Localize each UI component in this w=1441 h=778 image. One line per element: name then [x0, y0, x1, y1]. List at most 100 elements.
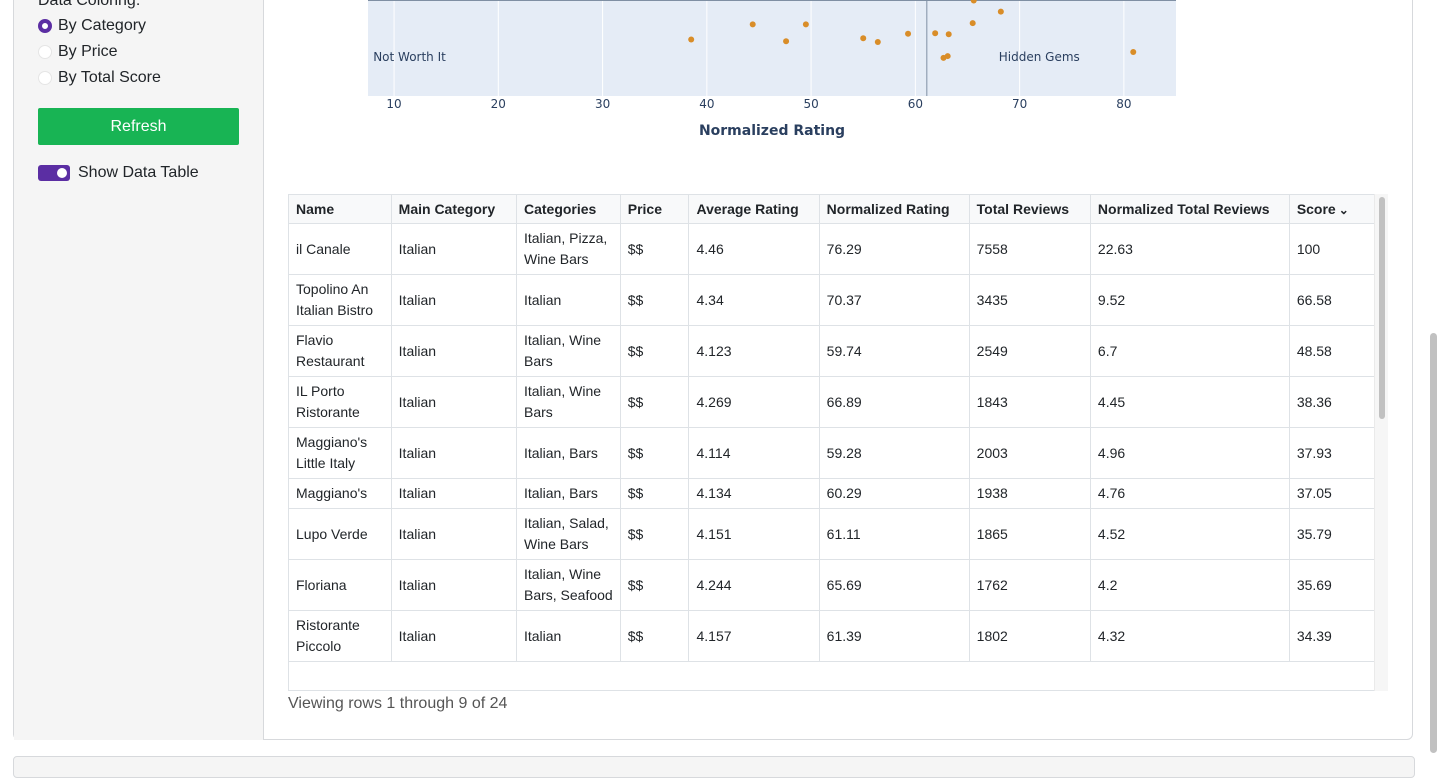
table-cell: $$: [620, 559, 690, 611]
table-cell: 100: [1289, 223, 1377, 275]
x-tick-label: 10: [386, 97, 401, 111]
column-header[interactable]: Main Category: [391, 195, 517, 224]
radio-unchecked-icon[interactable]: [38, 71, 52, 85]
data-point[interactable]: [970, 0, 977, 4]
x-tick-label: 70: [1012, 97, 1027, 111]
table-cell: il Canale: [289, 223, 392, 275]
table-cell: 1938: [969, 478, 1091, 509]
column-header[interactable]: Name: [289, 195, 392, 224]
table-row[interactable]: Maggiano's Italian Italian, Bars $$ 4.134 60.…: [289, 478, 1377, 509]
table-cell: Maggiano's Little Italy: [289, 427, 392, 479]
coloring-label: Data Coloring:: [38, 0, 141, 9]
table-row[interactable]: Ristorante Piccolo Italian Italian $$ 4.157 6…: [289, 610, 1377, 662]
table-cell: 37.93: [1289, 427, 1377, 479]
table-cell: $$: [620, 376, 690, 428]
table-cell: 38.36: [1289, 376, 1377, 428]
data-point[interactable]: [802, 21, 809, 28]
table-cell: Floriana: [289, 559, 392, 611]
table-row[interactable]: il Canale Italian Italian, Pizza, Wine Bar…: [289, 223, 1377, 275]
table-cell: $$: [620, 325, 690, 377]
table-cell: Italian, Wine Bars, Seafood: [516, 559, 621, 611]
table-cell: 4.123: [688, 325, 820, 377]
page-scrollbar-thumb[interactable]: [1430, 333, 1437, 753]
table-cell: IL Porto Ristorante: [289, 376, 392, 428]
data-point[interactable]: [905, 30, 912, 37]
table-cell: 61.11: [819, 508, 970, 560]
table-cell: $$: [620, 478, 690, 509]
data-point[interactable]: [969, 20, 976, 27]
table-cell: $$: [620, 427, 690, 479]
data-point[interactable]: [874, 39, 881, 45]
table-cell: Italian, Wine Bars: [516, 376, 621, 428]
column-header[interactable]: Normalized Total Reviews: [1090, 195, 1290, 224]
table-row[interactable]: Topolino An Italian Bistro Italian Italian…: [289, 274, 1377, 326]
data-point[interactable]: [749, 21, 756, 28]
refresh-button[interactable]: Refresh: [38, 108, 239, 145]
table-row[interactable]: Floriana Italian Italian, Wine Bars, Seafo…: [289, 559, 1377, 611]
table-cell: 22.63: [1090, 223, 1290, 275]
x-tick-labels: 10 20 30 40 50 60 70 80: [386, 97, 1131, 111]
table-cell: Italian, Bars: [516, 478, 621, 509]
column-header[interactable]: Price: [620, 195, 690, 224]
data-point[interactable]: [860, 35, 867, 42]
toggle-switch[interactable]: [38, 165, 70, 181]
quadrant-annotations: Not Worth It Hidden Gems: [373, 50, 1080, 64]
x-tick-label: 30: [595, 97, 610, 111]
table-row[interactable]: Maggiano's Little Italy Italian Italian, B…: [289, 427, 1377, 479]
table-cell: Italian, Pizza, Wine Bars: [516, 223, 621, 275]
table-cell: 6.7: [1090, 325, 1290, 377]
table-cell: 65.69: [819, 559, 970, 611]
data-point[interactable]: [945, 31, 952, 38]
table-cell: 4.2: [1090, 559, 1290, 611]
data-point[interactable]: [997, 8, 1004, 15]
table-header-row: Name Main Category Categories Price Average …: [289, 195, 1377, 224]
bottom-panel: [13, 756, 1415, 778]
quadrant-annotation: Not Worth It: [373, 50, 446, 64]
radio-checked-icon[interactable]: [38, 19, 52, 33]
column-header[interactable]: Normalized Rating: [819, 195, 970, 224]
data-point[interactable]: [1130, 49, 1137, 56]
table-cell: Italian, Wine Bars: [516, 325, 621, 377]
table-row[interactable]: IL Porto Ristorante Italian Italian, Wine …: [289, 376, 1377, 428]
table-cell: 66.58: [1289, 274, 1377, 326]
table-cell: $$: [620, 274, 690, 326]
column-header[interactable]: Average Rating: [688, 195, 820, 224]
radio-by-category[interactable]: By Category: [38, 17, 146, 35]
radio-unchecked-icon[interactable]: [38, 45, 52, 59]
table-cell: 59.74: [819, 325, 970, 377]
data-point[interactable]: [932, 30, 939, 37]
table-cell: Italian: [391, 478, 517, 509]
data-table-container[interactable]: Name Main Category Categories Price Average …: [288, 194, 1388, 691]
data-point[interactable]: [688, 36, 695, 43]
table-cell: 35.69: [1289, 559, 1377, 611]
table-cell: 4.34: [688, 274, 820, 326]
table-cell: Italian: [391, 274, 517, 326]
column-header[interactable]: Total Reviews: [969, 195, 1091, 224]
column-header-label: Categories: [523, 201, 597, 217]
table-row[interactable]: Lupo Verde Italian Italian, Salad, Wine Ba…: [289, 508, 1377, 560]
table-cell: Topolino An Italian Bistro: [289, 274, 392, 326]
table-cell: 4.134: [688, 478, 820, 509]
table-row[interactable]: Flavio Restaurant Italian Italian, Wine Ba…: [289, 325, 1377, 377]
data-point[interactable]: [944, 53, 951, 60]
radio-by-price[interactable]: By Price: [38, 43, 118, 61]
table-cell: 4.45: [1090, 376, 1290, 428]
column-header[interactable]: Score ⌄: [1289, 195, 1377, 224]
x-tick-label: 50: [803, 97, 818, 111]
data-point[interactable]: [783, 38, 790, 45]
column-header[interactable]: Categories: [516, 195, 621, 224]
table-cell: 9.52: [1090, 274, 1290, 326]
table-cell: 70.37: [819, 274, 970, 326]
show-table-toggle-row[interactable]: Show Data Table: [38, 164, 199, 182]
table-scrollbar-thumb[interactable]: [1379, 197, 1385, 419]
table-cell: 34.39: [1289, 610, 1377, 662]
radio-by-total-score[interactable]: By Total Score: [38, 69, 161, 87]
table-cell: $$: [620, 223, 690, 275]
table-scrollbar[interactable]: [1374, 194, 1388, 691]
data-points: [688, 0, 1137, 61]
table-cell: 4.96: [1090, 427, 1290, 479]
sort-desc-icon[interactable]: ⌄: [1338, 203, 1349, 217]
x-tick-label: 60: [908, 97, 923, 111]
toggle-label: Show Data Table: [78, 164, 199, 181]
table-cell: 4.52: [1090, 508, 1290, 560]
